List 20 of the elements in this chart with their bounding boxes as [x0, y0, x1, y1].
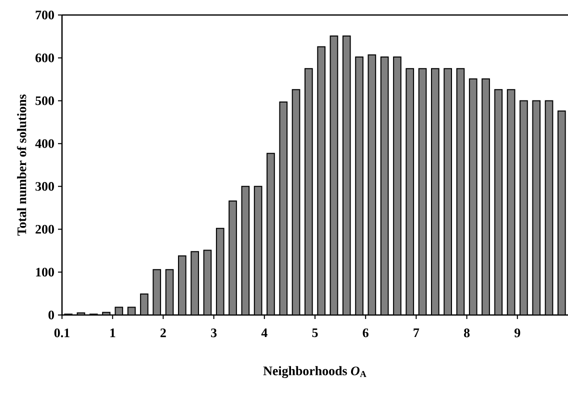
- x-axis-title: Neighborhoods O$_{A}$: [263, 366, 366, 378]
- y-tick-label: 200: [36, 224, 54, 234]
- x-tick-label: 7: [414, 328, 420, 337]
- y-tick-label: 300: [36, 182, 54, 191]
- x-tick-label: 5: [312, 328, 318, 338]
- x-tick-label: 0.1: [54, 328, 70, 338]
- x-tick-label: 3: [211, 328, 217, 338]
- x-tick-label: 2: [160, 328, 166, 338]
- y-axis-title: Total number of solutions: [16, 94, 26, 236]
- y-tick-label: 400: [35, 139, 54, 148]
- x-tick-label: 6: [362, 328, 368, 338]
- y-tick-label: 100: [36, 268, 54, 277]
- x-tick-label: 9: [514, 328, 520, 338]
- y-tick-label: 0: [48, 310, 54, 320]
- y-tick-label: 700: [36, 10, 54, 20]
- y-tick-label: 600: [35, 53, 54, 62]
- y-tick-label: 500: [36, 96, 54, 106]
- x-tick-label: 4: [261, 328, 268, 338]
- x-tick-label: 1: [110, 328, 116, 338]
- x-tick-label: 8: [464, 328, 470, 338]
